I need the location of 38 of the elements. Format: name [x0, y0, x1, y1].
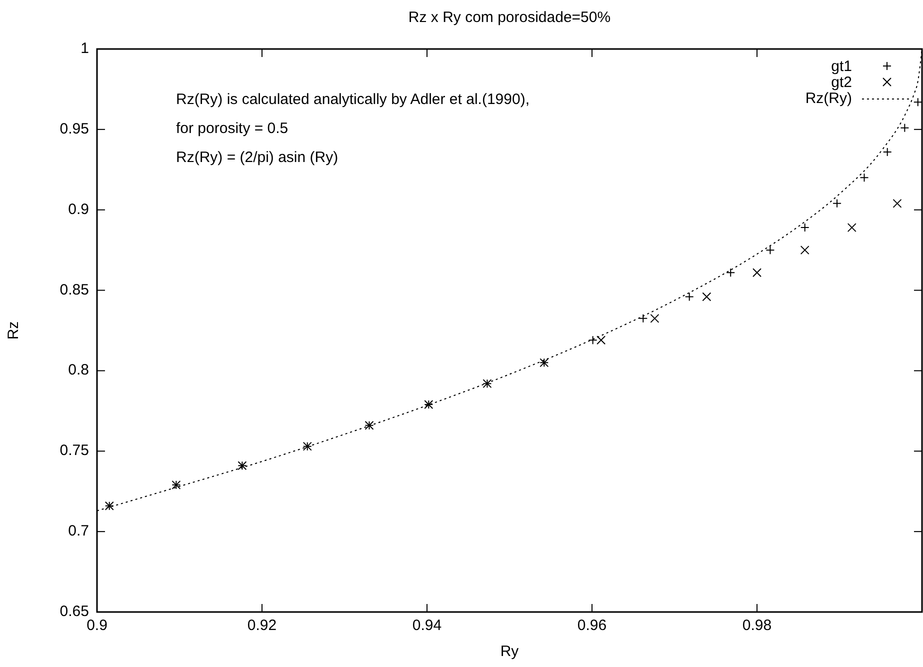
legend-label: Rz(Ry): [805, 90, 852, 107]
x-tick-label: 0.96: [577, 617, 607, 634]
point: [752, 268, 762, 278]
y-tick-label: 0.9: [68, 200, 89, 218]
annotation: for porosity = 0.5: [176, 120, 288, 137]
legend-label: gt2: [831, 74, 852, 91]
x-tick-label: 0.92: [247, 617, 277, 634]
point: [832, 198, 842, 208]
point: [650, 314, 660, 323]
x-axis-title: Ry: [500, 643, 520, 660]
x-tick-label: 0.98: [742, 617, 772, 634]
point: [913, 98, 922, 107]
y-tick-label: 0.65: [60, 602, 89, 620]
x-tick-label: 0.94: [412, 617, 442, 634]
annotation: Rz(Ry) is calculated analytically by Adler et al.(1990),: [176, 91, 530, 108]
point: [702, 292, 712, 302]
y-tick-label: 1: [80, 40, 89, 57]
y-tick-label: 0.7: [68, 522, 89, 540]
point: [596, 336, 606, 345]
annotation: Rz(Ry) = (2/pi) asin (Ry): [176, 149, 338, 166]
y-tick-label: 0.95: [60, 120, 89, 138]
point: [860, 173, 869, 182]
y-axis-title: Rz: [5, 321, 22, 340]
legend-label: gt1: [831, 58, 852, 75]
point: [588, 336, 598, 345]
y-tick-label: 0.75: [60, 442, 89, 460]
point: [892, 198, 902, 208]
point: [800, 246, 810, 255]
y-tick-label: 0.85: [60, 281, 89, 298]
point: [684, 292, 694, 302]
point: [900, 123, 910, 132]
x-tick-label: 0.9: [86, 617, 108, 634]
point: [726, 268, 736, 278]
point: [638, 314, 648, 323]
point: [766, 246, 775, 255]
chart-title: Rz x Ry com porosidade=50%: [408, 9, 611, 26]
point: [847, 223, 856, 232]
y-tick-label: 0.8: [68, 362, 89, 379]
